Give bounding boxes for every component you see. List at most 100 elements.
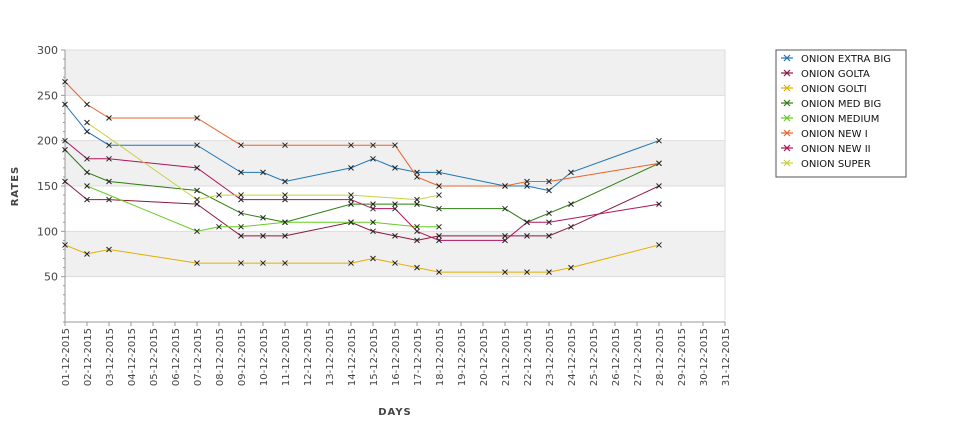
grid-bands <box>65 49 726 322</box>
data-point <box>546 178 552 185</box>
series-onion-super <box>84 119 442 203</box>
data-point <box>194 201 200 207</box>
series-onion-new-ii <box>62 137 662 244</box>
data-point <box>546 210 552 217</box>
data-point <box>62 78 68 85</box>
legend-label: ONION EXTRA BIG <box>801 54 891 65</box>
x-tick-label: 31-12-2015 <box>721 328 732 386</box>
data-point <box>436 233 442 239</box>
data-point <box>106 196 112 203</box>
data-point <box>370 255 376 262</box>
legend-item: ONION NEW I <box>781 129 868 140</box>
legend-label: ONION NEW II <box>801 144 871 155</box>
data-point <box>436 169 442 176</box>
data-point <box>392 165 398 171</box>
data-point <box>282 233 288 239</box>
data-point <box>216 192 222 198</box>
data-point <box>348 142 354 149</box>
data-point <box>348 260 354 266</box>
data-point <box>194 187 200 194</box>
data-point <box>238 223 244 230</box>
legend-item: ONION MED BIG <box>781 99 881 110</box>
data-point <box>62 242 68 248</box>
data-point <box>414 228 420 235</box>
legend-label: ONION MED BIG <box>801 99 881 110</box>
data-point <box>436 237 442 244</box>
series-onion-new-i <box>62 78 662 189</box>
x-tick-label: 18-12-2015 <box>435 328 446 386</box>
data-point <box>546 233 552 239</box>
data-point <box>436 223 442 230</box>
data-point <box>106 178 112 185</box>
x-tick-label: 10-12-2015 <box>259 328 270 386</box>
data-point <box>62 146 68 153</box>
data-point <box>216 223 222 230</box>
data-point <box>106 142 112 149</box>
data-point <box>348 219 354 226</box>
series-onion-med-big <box>62 146 662 226</box>
x-tick-label: 04-12-2015 <box>127 328 138 386</box>
x-tick-label: 01-12-2015 <box>61 328 72 386</box>
data-point <box>194 196 200 203</box>
data-point <box>502 183 508 189</box>
data-point <box>194 142 200 149</box>
legend-label: ONION SUPER <box>801 159 871 170</box>
data-point <box>106 246 112 253</box>
data-point <box>436 205 442 212</box>
data-point <box>568 264 574 271</box>
data-point <box>260 169 266 176</box>
y-tick-label: 100 <box>37 225 58 238</box>
x-tick-label: 26-12-2015 <box>611 328 622 386</box>
data-point <box>656 183 662 189</box>
data-point <box>282 196 288 203</box>
legend-label: ONION MEDIUM <box>801 114 879 125</box>
legend-item: ONION EXTRA BIG <box>781 54 891 65</box>
x-axis-title: DAYS <box>378 407 412 418</box>
data-point <box>238 142 244 149</box>
legend: ONION EXTRA BIG ONION GOLTA ONION GOLTI ONI… <box>775 49 907 178</box>
x-tick-label: 25-12-2015 <box>589 328 600 386</box>
data-point <box>282 260 288 266</box>
y-tick-label: 50 <box>44 271 58 284</box>
data-point <box>348 165 354 171</box>
data-point <box>282 219 288 226</box>
data-point <box>84 251 90 257</box>
x-tick-label: 03-12-2015 <box>105 328 116 386</box>
data-point <box>392 233 398 239</box>
data-point <box>414 264 420 271</box>
data-point <box>524 233 530 239</box>
data-point <box>348 201 354 207</box>
data-point <box>84 101 90 108</box>
data-point <box>524 269 530 275</box>
data-point <box>502 233 508 239</box>
y-tick-label: 250 <box>37 89 58 102</box>
data-point <box>282 142 288 149</box>
y-tick-label: 300 <box>37 44 58 57</box>
x-tick-label: 12-12-2015 <box>303 328 314 386</box>
data-point <box>656 160 662 167</box>
data-point <box>194 115 200 121</box>
legend-item: ONION GOLTI <box>781 84 867 95</box>
data-point <box>568 223 574 230</box>
data-point <box>436 183 442 189</box>
data-point <box>392 201 398 207</box>
legend-item: ONION NEW II <box>781 144 871 155</box>
data-point <box>282 178 288 185</box>
data-point <box>84 128 90 135</box>
x-tick-label: 02-12-2015 <box>83 328 94 386</box>
series-onion-medium <box>84 183 442 235</box>
data-point <box>62 101 68 108</box>
x-tick-label: 23-12-2015 <box>545 328 556 386</box>
x-tick-label: 13-12-2015 <box>325 328 336 386</box>
y-axis-ticks: 50 100 150 200 250 300 <box>37 44 65 323</box>
legend-label: ONION GOLTA <box>801 69 870 80</box>
data-point <box>370 155 376 162</box>
data-point <box>238 233 244 239</box>
data-point <box>392 205 398 212</box>
x-tick-label: 22-12-2015 <box>523 328 534 386</box>
data-point <box>260 233 266 239</box>
data-point <box>260 260 266 266</box>
data-point <box>392 260 398 266</box>
series-line <box>86 122 440 201</box>
